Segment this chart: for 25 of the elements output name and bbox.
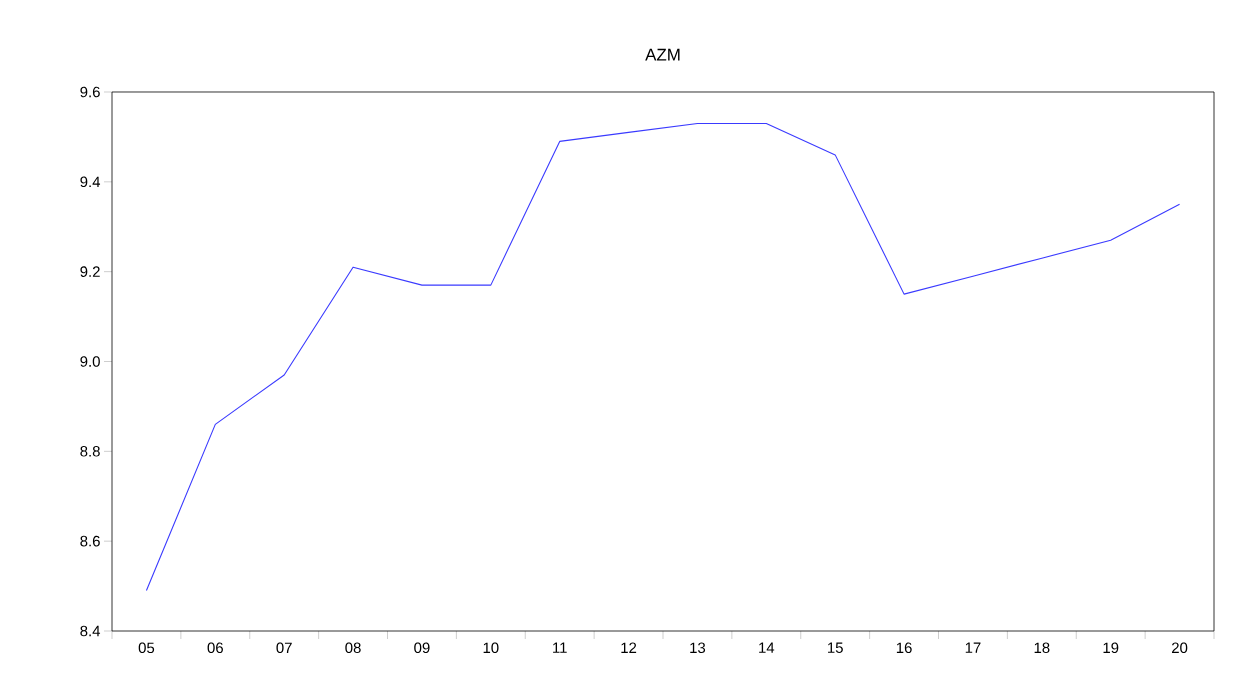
x-tick-label: 17: [965, 642, 981, 653]
x-tick-label: 11: [553, 642, 567, 653]
y-tick-label: 9.2: [80, 266, 100, 277]
y-tick-label: 9.0: [80, 356, 100, 367]
y-tick-label: 9.4: [80, 176, 101, 188]
x-tick-label: 15: [828, 642, 843, 653]
y-tick-label: 8.8: [80, 446, 100, 457]
x-tick-label: 08: [345, 642, 361, 654]
x-tick-label: 10: [483, 642, 499, 654]
x-tick-label: 19: [1103, 642, 1119, 654]
x-tick-label: 05: [138, 642, 155, 654]
x-tick-label: 12: [621, 642, 637, 653]
x-tick-label: 06: [207, 642, 223, 654]
x-tick-label: 14: [759, 642, 775, 653]
line-series: [145, 122, 1181, 592]
x-tick-label: 07: [276, 642, 292, 654]
x-tick-label: 13: [690, 642, 706, 654]
y-tick-label: 8.4: [80, 625, 101, 637]
x-tick-label: 20: [1172, 642, 1188, 654]
x-tick-label: 18: [1034, 642, 1050, 654]
x-tick-label: 16: [896, 642, 912, 654]
chart-title: AZM: [645, 48, 680, 61]
y-tick-label: 8.6: [80, 535, 100, 547]
y-tick-label: 9.6: [80, 86, 100, 98]
x-tick-label: 09: [414, 642, 430, 654]
